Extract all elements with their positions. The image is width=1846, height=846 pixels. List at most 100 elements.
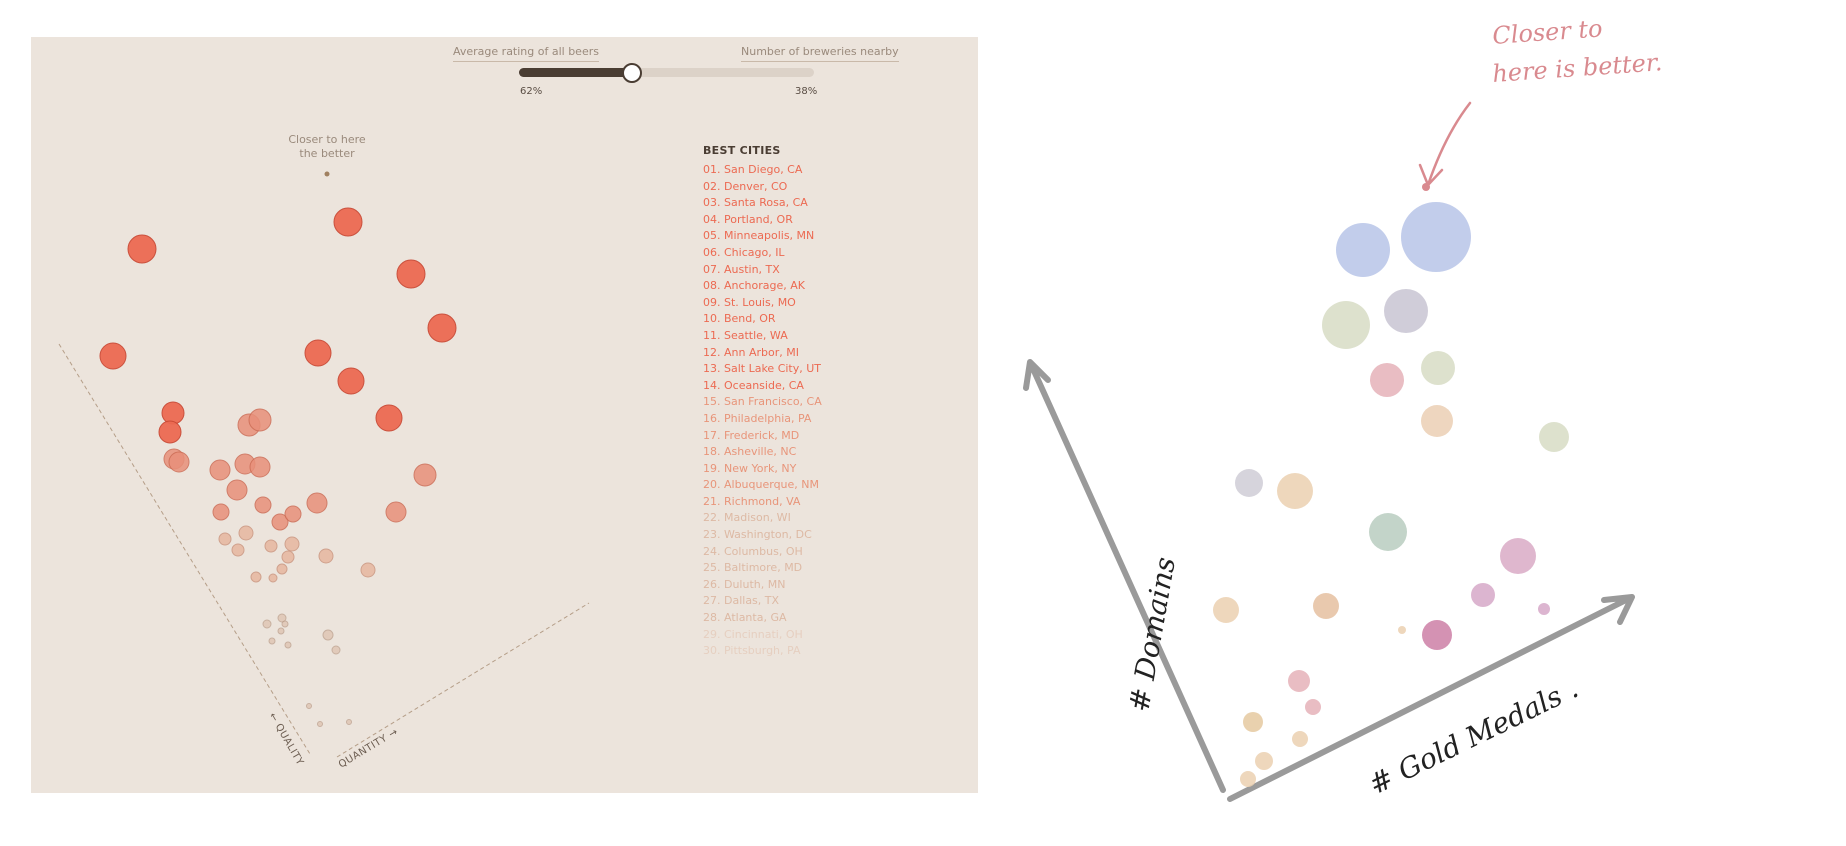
city-list-item: 13. Salt Lake City, UT xyxy=(703,362,822,376)
city-bubble[interactable] xyxy=(276,563,288,575)
city-list-item: 12. Ann Arbor, MI xyxy=(703,345,799,359)
city-list-item: 29. Cincinnati, OH xyxy=(703,627,803,641)
city-bubble[interactable] xyxy=(127,234,157,264)
city-list-item: 26. Duluth, MN xyxy=(703,577,786,591)
city-list-item: 22. Madison, WI xyxy=(703,511,791,525)
city-bubble[interactable] xyxy=(231,543,245,557)
city-list-item: 11. Seattle, WA xyxy=(703,328,788,342)
city-bubble[interactable] xyxy=(212,503,230,521)
city-bubble[interactable] xyxy=(271,513,289,531)
city-bubble[interactable] xyxy=(268,637,276,645)
best-cities-list: 01. San Diego, CA 02. Denver, CO 03. Santa… xyxy=(703,162,822,660)
city-bubble[interactable] xyxy=(238,525,254,541)
annotation-line2: the better xyxy=(299,147,355,160)
sketch-bubble xyxy=(1370,363,1404,397)
sketch-bubble xyxy=(1288,670,1310,692)
sketch-bubble xyxy=(1538,603,1550,615)
city-list-item: 08. Anchorage, AK xyxy=(703,279,805,293)
city-bubble[interactable] xyxy=(413,463,437,487)
city-bubbles xyxy=(99,207,457,727)
city-bubble[interactable] xyxy=(385,501,407,523)
sketch-bubble xyxy=(1539,422,1569,452)
city-bubble[interactable] xyxy=(281,620,289,628)
city-bubble[interactable] xyxy=(158,420,182,444)
city-list-item: 01. San Diego, CA xyxy=(703,163,803,176)
city-bubble[interactable] xyxy=(249,456,271,478)
city-list-item: 04. Portland, OR xyxy=(703,212,793,226)
slider-fill xyxy=(519,68,632,77)
sketch-bubble xyxy=(1277,473,1313,509)
sketch-note-line1: Closer to xyxy=(1491,14,1603,50)
city-bubble[interactable] xyxy=(99,342,127,370)
city-bubble[interactable] xyxy=(277,627,285,635)
breweries-percent: 38% xyxy=(795,86,818,97)
city-bubble[interactable] xyxy=(360,562,376,578)
quality-axis-label: ← QUALITY xyxy=(266,711,305,768)
city-bubble[interactable] xyxy=(168,451,190,473)
city-bubble[interactable] xyxy=(262,619,272,629)
city-list-item: 30. Pittsburgh, PA xyxy=(703,644,801,658)
city-bubble[interactable] xyxy=(346,719,352,725)
quantity-axis-label: QUANTITY → xyxy=(337,726,400,770)
city-list-item: 20. Albuquerque, NM xyxy=(703,478,820,492)
city-bubble[interactable] xyxy=(304,339,332,367)
bubble-plot: Closer to here the better ← QUALITY QUAN… xyxy=(58,133,590,771)
city-bubble[interactable] xyxy=(322,629,334,641)
city-bubble[interactable] xyxy=(396,259,426,289)
quality-axis xyxy=(58,343,311,755)
sketch-note-line2: here is better. xyxy=(1491,48,1663,88)
city-bubble[interactable] xyxy=(317,721,323,727)
city-bubble[interactable] xyxy=(284,536,300,552)
best-cities-title: BEST CITIES xyxy=(703,144,781,157)
city-bubble[interactable] xyxy=(284,641,292,649)
city-list-item: 18. Asheville, NC xyxy=(703,445,797,459)
sketch-x-axis-label: # Gold Medals . xyxy=(1364,672,1584,802)
annotation-line1: Closer to here xyxy=(288,133,366,146)
city-bubble[interactable] xyxy=(248,408,272,432)
city-bubble[interactable] xyxy=(281,550,295,564)
weight-slider[interactable] xyxy=(519,63,814,83)
city-bubble[interactable] xyxy=(254,496,272,514)
city-bubble[interactable] xyxy=(264,539,278,553)
city-bubble[interactable] xyxy=(306,703,312,709)
sketch-bubble xyxy=(1235,469,1263,497)
city-bubble[interactable] xyxy=(427,313,457,343)
city-bubble[interactable] xyxy=(226,479,248,501)
sketch-bubble xyxy=(1384,289,1428,333)
city-bubble[interactable] xyxy=(209,459,231,481)
city-bubble[interactable] xyxy=(333,207,363,237)
city-bubble[interactable] xyxy=(375,404,403,432)
sketch-bubble xyxy=(1305,699,1321,715)
sketch-bubble xyxy=(1421,351,1455,385)
city-list-item: 06. Chicago, IL xyxy=(703,245,785,259)
sketch-bubble xyxy=(1243,712,1263,732)
sketch-bubble xyxy=(1398,626,1406,634)
sketch-bubble xyxy=(1471,583,1495,607)
city-list-item: 23. Washington, DC xyxy=(703,528,812,542)
city-bubble[interactable] xyxy=(218,532,232,546)
city-list-item: 02. Denver, CO xyxy=(703,179,788,193)
city-bubble[interactable] xyxy=(331,645,341,655)
rating-weight-label: Average rating of all beers xyxy=(453,45,599,62)
city-list-item: 24. Columbus, OH xyxy=(703,544,803,558)
city-list-item: 21. Richmond, VA xyxy=(703,494,801,508)
city-list-item: 14. Oceanside, CA xyxy=(703,378,804,392)
slider-thumb[interactable] xyxy=(622,63,643,83)
city-bubble[interactable] xyxy=(277,613,287,623)
city-bubble[interactable] xyxy=(306,492,328,514)
city-list-item: 27. Dallas, TX xyxy=(703,594,780,608)
city-list-item: 07. Austin, TX xyxy=(703,262,780,276)
city-bubble[interactable] xyxy=(161,401,185,425)
sketch-bubble xyxy=(1421,405,1453,437)
city-bubble[interactable] xyxy=(268,573,278,583)
city-bubble[interactable] xyxy=(318,548,334,564)
city-list-item: 09. St. Louis, MO xyxy=(703,295,796,309)
city-bubble[interactable] xyxy=(250,571,262,583)
city-bubble[interactable] xyxy=(284,505,302,523)
city-bubble[interactable] xyxy=(337,367,365,395)
sketch-bubble xyxy=(1292,731,1308,747)
sketch-x-axis xyxy=(1227,594,1635,802)
sketch-bubble xyxy=(1255,752,1273,770)
city-list-item: 28. Atlanta, GA xyxy=(703,611,787,625)
chart-panel: Average rating of all beers Number of br… xyxy=(31,37,978,793)
